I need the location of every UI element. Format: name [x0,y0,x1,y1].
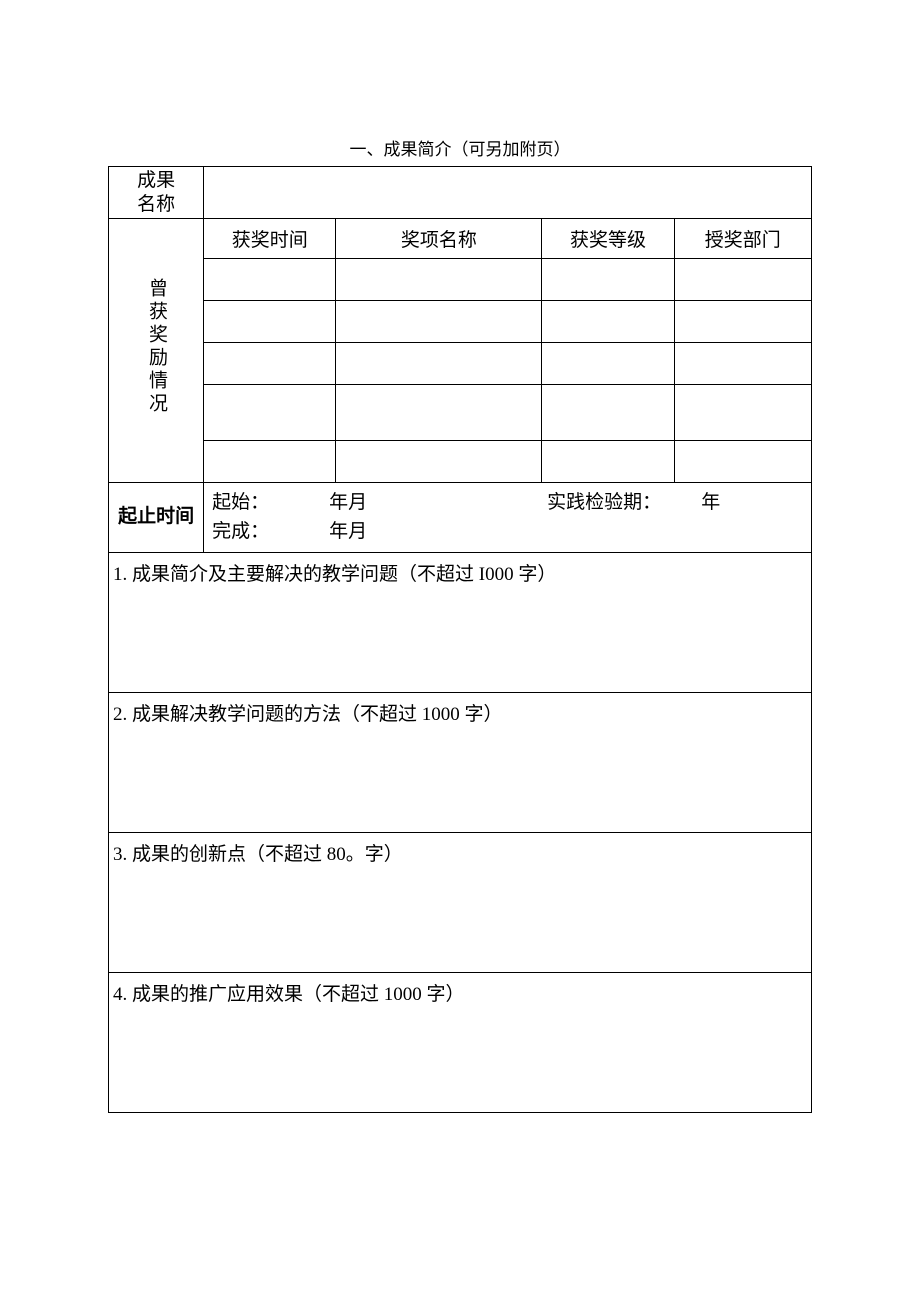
section-4: 4. 成果的推广应用效果（不超过 1000 字） [109,973,812,1113]
award-level-cell [542,343,674,385]
award-level-header: 获奖等级 [542,219,674,259]
time-range-row: 起止时间 起始： 年月 实践检验期： 年 完成： 年月 [109,483,812,553]
award-row [109,259,812,301]
practice-label: 实践检验期： [547,492,661,513]
award-row [109,385,812,441]
year-month-text: 年月 [329,521,367,542]
award-level-cell [542,259,674,301]
award-dept-cell [674,385,811,441]
year-month-text: 年月 [329,492,367,513]
award-dept-cell [674,259,811,301]
award-time-header: 获奖时间 [204,219,336,259]
award-dept-cell [674,441,811,483]
award-time-cell [204,385,336,441]
award-name-cell [336,441,542,483]
achievement-name-label: 成果 名称 [109,167,204,219]
award-level-cell [542,441,674,483]
page-title: 一、成果简介（可另加附页） [108,135,812,160]
section-2: 2. 成果解决教学问题的方法（不超过 1000 字） [109,693,812,833]
award-history-label: 曾获奖励情况 [109,219,204,483]
award-name-cell [336,259,542,301]
award-dept-header: 授奖部门 [674,219,811,259]
award-level-cell [542,301,674,343]
award-level-cell [542,385,674,441]
achievement-name-row: 成果 名称 [109,167,812,219]
achievement-form-table: 成果 名称 曾获奖励情况 获奖时间 奖项名称 获奖等级 授奖部门 [108,166,812,1113]
start-label: 起始： [212,492,269,513]
time-range-content: 起始： 年月 实践检验期： 年 完成： 年月 [204,483,812,553]
section-row: 4. 成果的推广应用效果（不超过 1000 字） [109,973,812,1113]
award-name-cell [336,301,542,343]
award-row [109,441,812,483]
year-text: 年 [701,492,720,513]
award-name-header: 奖项名称 [336,219,542,259]
award-dept-cell [674,301,811,343]
award-time-cell [204,259,336,301]
time-range-label: 起止时间 [109,483,204,553]
award-row [109,301,812,343]
section-row: 2. 成果解决教学问题的方法（不超过 1000 字） [109,693,812,833]
award-name-cell [336,385,542,441]
section-3: 3. 成果的创新点（不超过 80。字） [109,833,812,973]
award-time-cell [204,301,336,343]
award-time-cell [204,343,336,385]
award-time-cell [204,441,336,483]
section-row: 3. 成果的创新点（不超过 80。字） [109,833,812,973]
section-1: 1. 成果简介及主要解决的教学问题（不超过 I000 字） [109,553,812,693]
award-header-row: 曾获奖励情况 获奖时间 奖项名称 获奖等级 授奖部门 [109,219,812,259]
achievement-name-value [204,167,812,219]
section-row: 1. 成果简介及主要解决的教学问题（不超过 I000 字） [109,553,812,693]
end-label: 完成： [212,521,269,542]
award-row [109,343,812,385]
award-name-cell [336,343,542,385]
award-dept-cell [674,343,811,385]
